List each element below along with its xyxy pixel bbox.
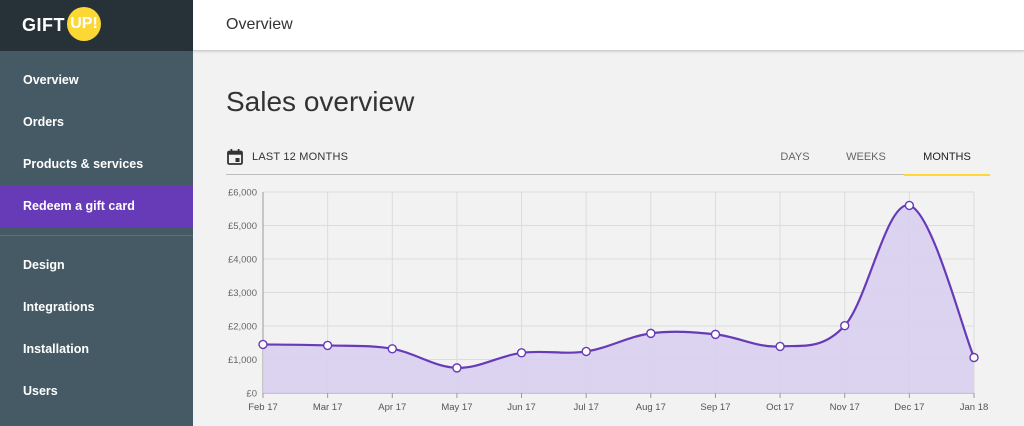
sidebar-item-redeem-gift-card[interactable]: Redeem a gift card (0, 185, 193, 227)
sidebar-item-overview[interactable]: Overview (23, 73, 79, 87)
calendar-icon (226, 148, 244, 166)
x-tick-label: Sep 17 (700, 402, 730, 413)
data-point (516, 348, 527, 358)
data-point (775, 341, 785, 352)
sidebar: GIFT UP! Overview Orders Products & serv… (0, 0, 193, 426)
data-point (969, 352, 979, 363)
x-tick-label: Oct 17 (766, 402, 794, 413)
sidebar-item-orders[interactable]: Orders (23, 115, 64, 129)
sales-area (263, 205, 974, 393)
sidebar-item-integrations[interactable]: Integrations (23, 300, 95, 314)
top-bar: Overview (193, 0, 1024, 51)
sidebar-item-installation[interactable]: Installation (23, 342, 89, 356)
date-range-label: LAST 12 MONTHS (252, 151, 349, 163)
date-range-selector[interactable]: LAST 12 MONTHS (226, 148, 348, 166)
data-point (646, 328, 656, 339)
brand-logo[interactable]: GIFT UP! (0, 0, 193, 51)
y-tick-label: £6,000 (228, 188, 257, 199)
tab-days[interactable]: DAYS (780, 151, 810, 163)
y-tick-label: £3,000 (228, 288, 257, 299)
x-tick-label: May 17 (441, 402, 472, 413)
x-tick-label: Aug 17 (636, 402, 666, 413)
x-tick-label: Jul 17 (574, 402, 599, 413)
y-tick-label: £0 (246, 389, 257, 400)
tab-months[interactable]: MONTHS (904, 140, 990, 176)
x-tick-label: Jun 17 (507, 402, 536, 413)
x-tick-label: Mar 17 (313, 402, 343, 413)
data-point (322, 340, 333, 351)
data-point (258, 339, 268, 350)
data-point (581, 346, 591, 357)
x-tick-label: Feb 17 (248, 402, 278, 413)
brand-text: GIFT (22, 15, 65, 35)
sales-chart: £0 £1,000 £2,000 £3,000 £4,000 £5,000 £6,000 Fe… (228, 188, 988, 414)
tabs-underline (762, 174, 990, 175)
x-tick-label: Jan 18 (960, 402, 988, 413)
sidebar-item-products-services[interactable]: Products & services (23, 157, 144, 171)
range-underline (226, 174, 762, 175)
data-point (840, 320, 850, 331)
sidebar-item-users[interactable]: Users (23, 384, 58, 398)
y-tick-label: £1,000 (228, 355, 257, 366)
sidebar-item-design[interactable]: Design (23, 258, 65, 272)
page-title: Sales overview (226, 86, 415, 117)
x-tick-label: Apr 17 (378, 402, 406, 413)
header-title: Overview (226, 16, 293, 33)
data-point (387, 344, 397, 354)
sidebar-divider (0, 235, 193, 236)
data-point (710, 329, 721, 340)
y-tick-label: £5,000 (228, 221, 257, 232)
data-point (452, 363, 462, 373)
brand-badge: UP! (67, 6, 101, 41)
x-tick-label: Nov 17 (830, 402, 860, 413)
y-tick-label: £4,000 (228, 255, 257, 266)
range-toolbar: LAST 12 MONTHS DAYS WEEKS MONTHS (226, 140, 990, 176)
tab-weeks[interactable]: WEEKS (846, 151, 886, 163)
y-tick-label: £2,000 (228, 322, 257, 333)
data-point (904, 200, 915, 211)
x-tick-label: Dec 17 (894, 402, 924, 413)
